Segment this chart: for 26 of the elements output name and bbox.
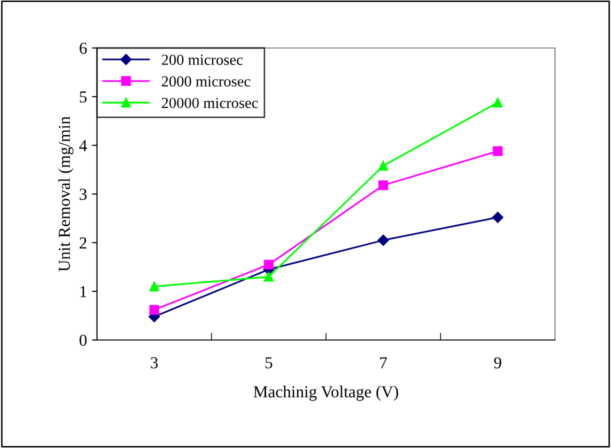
y-tick-label: 1 bbox=[80, 286, 86, 298]
point bbox=[492, 98, 503, 108]
point bbox=[149, 282, 160, 292]
y-tick-label: 5 bbox=[80, 92, 87, 103]
point bbox=[378, 160, 388, 171]
x-axis-title: Machinig Voltage (V) bbox=[254, 386, 398, 401]
point bbox=[492, 212, 504, 223]
y-tick-label: 2 bbox=[80, 237, 86, 248]
y-tick-label: 6 bbox=[80, 42, 87, 54]
y-tick-label: 4 bbox=[79, 140, 88, 152]
y-tick-label: 0 bbox=[80, 334, 87, 346]
point bbox=[492, 146, 503, 156]
legend-label: 2000 microsec bbox=[162, 76, 250, 87]
x-tick-label: 9 bbox=[494, 357, 502, 368]
legend-label: 20000 microsec bbox=[162, 98, 258, 108]
point bbox=[378, 234, 389, 246]
point bbox=[264, 272, 274, 282]
point bbox=[264, 260, 274, 270]
y-axis-title: Unit Removal (mg/min bbox=[58, 116, 74, 272]
x-tick-label: 7 bbox=[380, 357, 387, 368]
y-tick-label: 3 bbox=[80, 188, 87, 200]
point bbox=[149, 304, 160, 315]
point bbox=[378, 180, 388, 190]
x-tick-label: 3 bbox=[150, 357, 158, 368]
x-tick-label: 5 bbox=[266, 357, 272, 368]
legend-label: 200 microsec bbox=[162, 54, 243, 65]
